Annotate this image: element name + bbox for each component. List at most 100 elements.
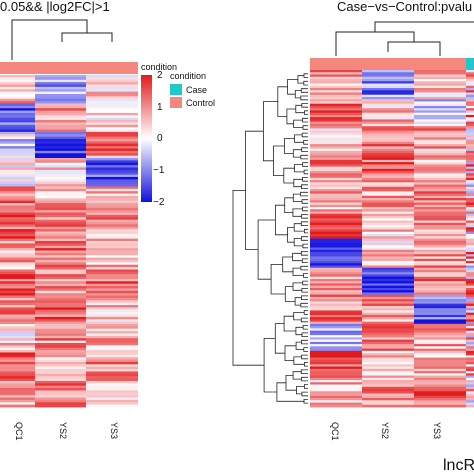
left-heatmap-cell — [86, 105, 138, 109]
right-heatmap-cell — [310, 186, 362, 190]
right-heatmap-cell — [310, 213, 362, 217]
right-heatmap-cell — [414, 317, 466, 320]
right-heatmap-cell — [466, 339, 474, 343]
left-heatmap-cell — [86, 110, 138, 114]
left-heatmap-cell — [86, 184, 138, 187]
left-heatmap-cell — [35, 354, 86, 358]
row-dendrogram-branch — [294, 90, 302, 99]
left-heatmap-cell — [35, 286, 86, 289]
right-heatmap-cell — [310, 245, 362, 248]
right-heatmap-cell — [310, 344, 362, 347]
left-heatmap-cell — [0, 179, 35, 183]
left-heatmap-cell — [0, 226, 35, 230]
right-heatmap-cell — [310, 317, 362, 320]
right-heatmap-cell — [310, 254, 362, 257]
right-heatmap-cell — [310, 314, 362, 318]
right-heatmap-cell — [310, 229, 362, 233]
right-heatmap-cell — [414, 242, 466, 246]
right-heatmap-cell — [362, 357, 414, 361]
left-heatmap-cell — [35, 207, 86, 211]
right-heatmap-cell — [310, 355, 362, 358]
right-heatmap-cell — [310, 335, 362, 338]
row-dendrogram-branch — [301, 147, 308, 152]
right-heatmap-cell — [310, 263, 362, 266]
right-heatmap-cell — [466, 258, 474, 262]
right-heatmap-cell — [414, 117, 466, 120]
left-heatmap-cell — [86, 84, 138, 88]
row-dendrogram-branch — [303, 140, 308, 145]
right-heatmap-cell — [414, 310, 466, 314]
right-heatmap-cell — [362, 146, 414, 150]
right-heatmap-cell — [466, 263, 474, 266]
right-heatmap-cell — [362, 328, 414, 332]
right-heatmap-cell — [362, 296, 414, 300]
right-heatmap-cell — [414, 393, 466, 397]
left-heatmap-cell — [0, 286, 35, 289]
right-heatmap-cell — [362, 299, 414, 302]
right-heatmap-cell — [310, 389, 362, 392]
row-dendrogram-branch — [300, 265, 308, 271]
left-heatmap-cell — [0, 195, 35, 199]
right-heatmap-cell — [362, 164, 414, 168]
right-heatmap-cell — [362, 121, 414, 125]
right-heatmap-cell — [310, 353, 362, 356]
right-heatmap-cell — [466, 373, 474, 376]
left-heatmap-cell — [0, 214, 35, 218]
left-heatmap-cell — [35, 229, 86, 232]
right-heatmap-cell — [362, 326, 414, 329]
right-heatmap-cell — [414, 251, 466, 255]
left-heatmap-cell — [0, 117, 35, 121]
left-heatmap-cell — [35, 148, 86, 152]
right-heatmap-cell — [414, 366, 466, 370]
right-title: Case−vs−Control:pvalu — [337, 0, 472, 14]
left-heatmap-cell — [0, 307, 35, 311]
right-heatmap-cell — [310, 128, 362, 132]
left-heatmap-cell — [0, 276, 35, 280]
left-heatmap-cell — [35, 96, 86, 100]
right-heatmap-cell — [466, 245, 474, 248]
condition-legend: condition Case Control — [170, 71, 215, 108]
left-heatmap-cell — [0, 120, 35, 123]
right-heatmap-cell — [466, 121, 474, 125]
right-heatmap-cell — [466, 231, 474, 235]
right-heatmap-cell — [466, 366, 474, 370]
row-dendrogram-branch — [283, 315, 296, 332]
right-heatmap-cell — [414, 236, 466, 239]
right-heatmap-cell — [362, 96, 414, 100]
row-dendrogram-branch — [301, 103, 308, 108]
left-heatmap-cell — [86, 210, 138, 213]
legend-swatch-control — [170, 97, 182, 108]
left-heatmap-cell — [86, 376, 138, 379]
left-heatmap-cell — [86, 321, 138, 325]
right-heatmap-cell — [466, 341, 474, 345]
left-heatmap-cell — [86, 392, 138, 396]
left-heatmap-cell — [0, 309, 35, 313]
right-heatmap-cell — [310, 225, 362, 228]
left-heatmap-cell — [86, 193, 138, 197]
left-heatmap-cell — [0, 324, 35, 327]
left-heatmap-cell — [0, 176, 35, 180]
left-col-label-2: YS2 — [58, 422, 68, 439]
left-heatmap-cell — [35, 395, 86, 398]
row-dendrogram-branch — [292, 252, 303, 262]
right-heatmap-cell — [466, 398, 474, 401]
right-heatmap-cell — [362, 272, 414, 275]
right-heatmap-cell — [362, 247, 414, 251]
row-dendrogram-branch — [300, 221, 308, 226]
row-dendrogram-branch — [300, 154, 308, 160]
left-heatmap-cell — [0, 217, 35, 221]
right-heatmap-cell — [414, 341, 466, 345]
left-heatmap-cell — [0, 395, 35, 398]
right-heatmap-cell — [362, 130, 414, 134]
right-heatmap-cell — [310, 198, 362, 201]
left-heatmap-cell — [35, 165, 86, 168]
left-heatmap-cell — [0, 101, 35, 104]
right-heatmap-cell — [466, 294, 474, 298]
row-dendrogram-branch — [304, 384, 308, 389]
right-heatmap-cell — [362, 292, 414, 296]
left-heatmap-cell — [0, 150, 35, 154]
left-heatmap-cell — [86, 295, 138, 299]
colorbar-tick-neg1: −1 — [153, 165, 165, 176]
legend-label-control: Control — [186, 98, 215, 108]
right-heatmap-cell — [414, 312, 466, 316]
